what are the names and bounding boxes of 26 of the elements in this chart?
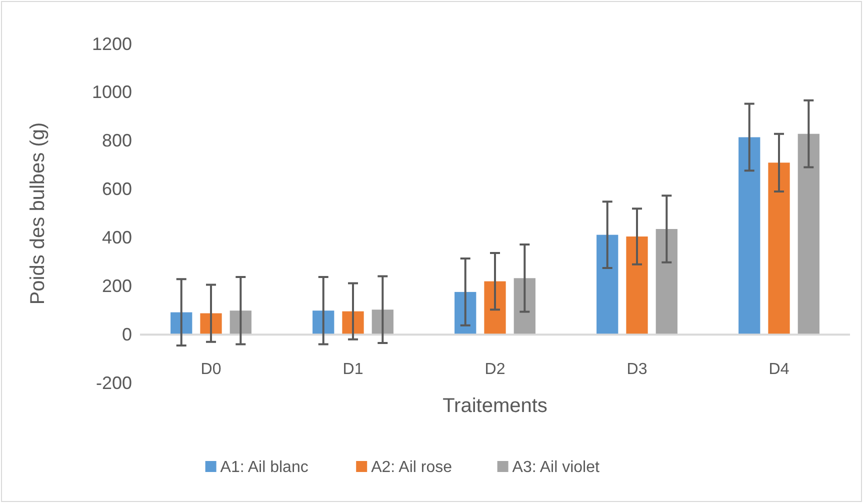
y-tick-label: 1200: [92, 34, 132, 54]
bar: [798, 134, 820, 335]
x-axis-title: Traitements: [442, 395, 548, 417]
legend-label: A2: Ail rose: [371, 459, 452, 476]
bar: [768, 162, 790, 335]
y-tick-label: 800: [102, 130, 132, 151]
bar: [484, 281, 506, 335]
legend-label: A1: Ail blanc: [220, 459, 308, 476]
y-tick-label: 0: [122, 324, 132, 344]
x-tick-label: D1: [342, 360, 364, 378]
x-tick-label: D4: [768, 360, 790, 378]
y-tick-label: 1000: [92, 82, 132, 102]
bar: [514, 278, 536, 335]
y-tick-label: 200: [102, 276, 132, 296]
bar: [596, 234, 618, 335]
y-tick-label: -200: [96, 372, 132, 393]
x-tick-label: D3: [626, 360, 648, 378]
bar: [626, 236, 648, 335]
legend-label: A3: Ail violet: [512, 459, 600, 476]
x-tick-label: D2: [484, 360, 506, 378]
y-tick-label: 400: [102, 227, 132, 248]
y-tick-label: 600: [102, 179, 132, 200]
bar: [656, 228, 678, 335]
y-axis-title: Poids des bulbes (g): [27, 122, 49, 305]
bar: [738, 137, 760, 335]
x-tick-label: D0: [200, 360, 222, 378]
